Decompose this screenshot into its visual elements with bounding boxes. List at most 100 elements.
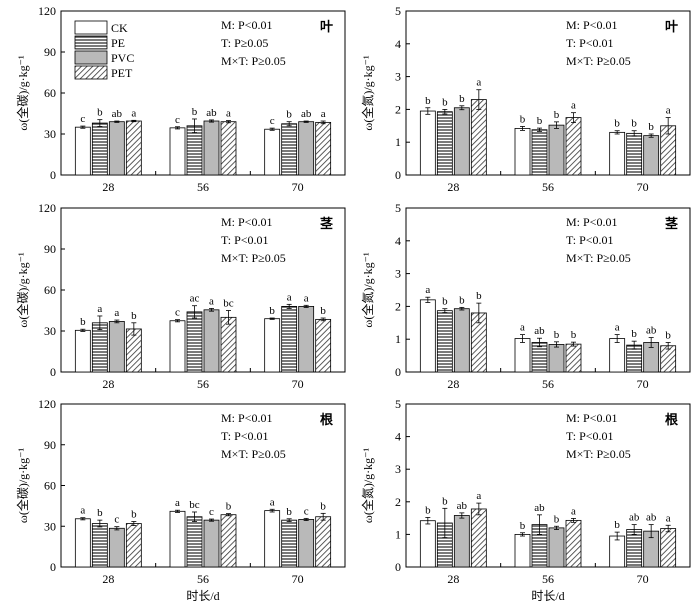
- bar-ck: [419, 520, 436, 568]
- y-tick-label: 0: [50, 560, 56, 574]
- significance-letter: b: [425, 504, 431, 516]
- bar-pe: [531, 129, 548, 176]
- significance-letter: b: [554, 513, 560, 525]
- y-axis-title: ω(全碳)/g·kg⁻¹: [15, 252, 30, 328]
- plot-frame: [405, 10, 691, 176]
- bar-ck: [609, 338, 626, 373]
- bar-pvc: [548, 344, 565, 373]
- bar-pet: [660, 528, 677, 568]
- significance-letter: b: [631, 118, 637, 130]
- significance-letter: a: [666, 512, 671, 524]
- significance-letter: ab: [646, 512, 657, 524]
- stat-line: T: P<0.01: [221, 429, 269, 443]
- bar-pet: [220, 514, 237, 568]
- bar-pvc: [203, 309, 220, 373]
- bar-pet: [470, 99, 487, 176]
- significance-letter: a: [209, 295, 214, 307]
- y-tick-label: 120: [38, 397, 56, 411]
- significance-letter: c: [209, 506, 214, 518]
- significance-letter: b: [442, 495, 448, 507]
- organ-label: 根: [665, 412, 679, 427]
- significance-letter: b: [554, 329, 560, 341]
- organ-label: 根: [320, 412, 334, 427]
- significance-letter: b: [226, 501, 232, 513]
- x-tick-label: 28: [447, 572, 459, 586]
- y-tick-label: 120: [38, 201, 56, 215]
- stat-line: M×T: P≥0.05: [566, 251, 631, 265]
- y-tick-label: 1: [395, 527, 401, 541]
- legend-swatch-pet: [74, 65, 108, 80]
- y-tick-label: 0: [50, 365, 56, 379]
- bar-ck: [609, 131, 626, 176]
- stat-line: M: P<0.01: [566, 18, 617, 32]
- plot-frame: [405, 207, 691, 373]
- bar-pvc: [108, 321, 125, 373]
- significance-letter: ab: [534, 325, 545, 337]
- bar-pet: [220, 316, 237, 373]
- significance-letter: ab: [457, 500, 468, 512]
- x-tick-label: 70: [637, 572, 649, 586]
- stat-line: M: P<0.01: [566, 215, 617, 229]
- significance-letter: ab: [629, 512, 640, 524]
- bar-pe: [186, 125, 203, 176]
- significance-letter: a: [571, 100, 576, 112]
- stat-line: T: P<0.01: [566, 429, 614, 443]
- bar-pet: [660, 345, 677, 373]
- legend-swatch-pe: [74, 35, 108, 50]
- stat-line: M: P<0.01: [221, 18, 272, 32]
- bar-ck: [169, 320, 186, 373]
- x-tick-label: 56: [197, 572, 209, 586]
- bar-pet: [125, 523, 142, 568]
- significance-letter: b: [80, 316, 86, 328]
- significance-letter: b: [442, 296, 448, 308]
- y-tick-label: 60: [44, 479, 56, 493]
- stat-line: M×T: P≥0.05: [221, 447, 286, 461]
- bar-ck: [514, 534, 531, 568]
- bar-pe: [626, 529, 643, 568]
- significance-letter: bc: [189, 499, 200, 511]
- y-axis-title: ω(全氮)/g·kg⁻¹: [360, 252, 375, 328]
- significance-letter: c: [80, 113, 85, 125]
- y-tick-label: 60: [44, 283, 56, 297]
- y-tick-label: 0: [395, 365, 401, 379]
- bar-pe: [436, 111, 453, 176]
- y-tick-label: 2: [395, 299, 401, 313]
- bar-pvc: [298, 121, 315, 176]
- significance-letter: b: [192, 106, 198, 118]
- bar-ck: [169, 127, 186, 176]
- significance-letter: ab: [534, 502, 545, 514]
- bar-pvc: [643, 135, 660, 176]
- significance-letter: b: [520, 520, 526, 532]
- bar-pet: [565, 343, 582, 373]
- y-tick-label: 4: [395, 37, 401, 51]
- bar-pvc: [203, 519, 220, 568]
- significance-letter: b: [554, 109, 560, 121]
- significance-letter: b: [131, 310, 137, 322]
- x-tick-label: 70: [637, 377, 649, 391]
- stat-line: M: P<0.01: [566, 411, 617, 425]
- y-tick-label: 30: [44, 519, 56, 533]
- significance-letter: a: [520, 322, 525, 334]
- bar-pvc: [108, 121, 125, 176]
- bar-pvc: [298, 519, 315, 568]
- significance-letter: a: [175, 497, 180, 509]
- x-tick-label: 70: [292, 377, 304, 391]
- stat-line: M: P<0.01: [221, 215, 272, 229]
- significance-letter: b: [476, 290, 482, 302]
- x-axis-title: 时长/d: [531, 589, 564, 603]
- significance-letter: b: [459, 294, 465, 306]
- y-tick-label: 3: [395, 267, 401, 281]
- significance-letter: a: [114, 307, 119, 319]
- bar-ck: [74, 518, 91, 568]
- significance-letter: a: [80, 505, 85, 517]
- significance-letter: a: [321, 108, 326, 120]
- x-tick-label: 28: [447, 180, 459, 194]
- bar-pe: [626, 132, 643, 176]
- significance-letter: a: [97, 303, 102, 315]
- bar-pe: [91, 322, 108, 373]
- significance-letter: c: [270, 115, 275, 127]
